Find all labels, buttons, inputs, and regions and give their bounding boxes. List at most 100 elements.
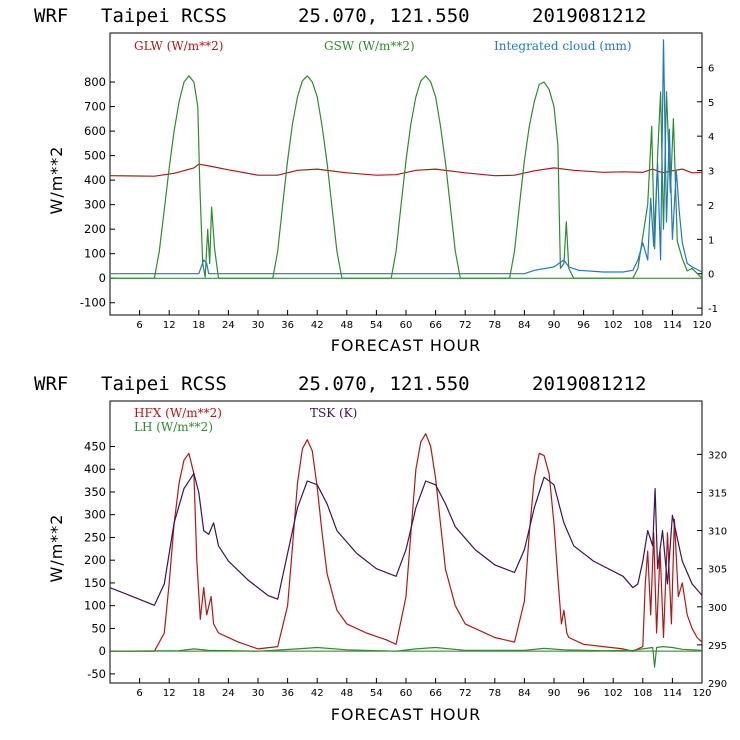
panel2-header-init: 2019081212 xyxy=(532,373,646,395)
x-tick-label: 90 xyxy=(548,688,561,699)
panel2-x-axis: 6 12 18 24 30 36 42 48 54 60 66 72 78 84 90 96 102 108 114… xyxy=(136,678,712,699)
y2-tick-label: 4 xyxy=(708,132,714,143)
y-tick-label: 0 xyxy=(99,644,106,658)
panel2-legend-hfx: HFX (W/m**2) xyxy=(134,406,222,420)
x-tick-label: 114 xyxy=(663,320,682,331)
y-tick-label: 800 xyxy=(84,75,106,89)
panel1-legend-cloud: Integrated cloud (mm) xyxy=(494,39,632,53)
x-tick-label: 12 xyxy=(163,688,176,699)
series-line-hfx xyxy=(110,433,703,652)
x-tick-label: 6 xyxy=(136,320,142,331)
x-tick-label: 60 xyxy=(400,688,413,699)
x-tick-label: 102 xyxy=(604,320,623,331)
panel1-y2-axis: -1 0 1 2 3 4 5 6 xyxy=(697,63,718,315)
panel1-y-axis-label: W/m**2 xyxy=(47,146,66,215)
x-tick-label: 48 xyxy=(340,688,353,699)
y-tick-label: 150 xyxy=(84,576,106,590)
panel1-header-model: WRF xyxy=(34,5,68,27)
panel1-x-axis-label: FORECAST HOUR xyxy=(331,336,482,355)
y2-tick-label: 310 xyxy=(708,527,727,538)
x-tick-label: 72 xyxy=(459,688,472,699)
y2-tick-label: 1 xyxy=(708,235,714,246)
x-tick-label: 120 xyxy=(692,320,711,331)
x-tick-label: 114 xyxy=(663,688,682,699)
x-tick-label: 72 xyxy=(459,320,472,331)
panel2-legend-lh: LH (W/m**2) xyxy=(134,420,213,434)
panel2-plot-frame xyxy=(109,400,703,684)
x-tick-label: 78 xyxy=(488,688,501,699)
y2-tick-label: 300 xyxy=(708,603,727,614)
x-tick-label: 60 xyxy=(400,320,413,331)
x-tick-label: 18 xyxy=(192,688,205,699)
panel2-y-axis-label: W/m**2 xyxy=(47,514,66,583)
x-tick-label: 24 xyxy=(222,688,235,699)
y2-tick-label: 315 xyxy=(708,488,727,499)
y-tick-label: 300 xyxy=(84,508,106,522)
x-tick-label: 42 xyxy=(311,688,324,699)
y2-tick-label: 305 xyxy=(708,565,727,576)
y-tick-label: 50 xyxy=(91,621,106,635)
x-tick-label: 96 xyxy=(577,688,590,699)
y-tick-label: 100 xyxy=(84,247,106,261)
x-tick-label: 18 xyxy=(192,320,205,331)
x-tick-label: 30 xyxy=(252,688,265,699)
y-tick-label: 0 xyxy=(99,271,106,285)
series-line-lh xyxy=(109,645,703,668)
y-tick-label: 200 xyxy=(84,553,106,567)
y2-tick-label: 2 xyxy=(708,201,714,212)
y-tick-label: -100 xyxy=(80,296,106,310)
y2-tick-label: 290 xyxy=(708,679,727,690)
series-line-gsw xyxy=(110,75,703,279)
x-tick-label: 90 xyxy=(548,320,561,331)
x-tick-label: 54 xyxy=(370,688,383,699)
series-line-tsk xyxy=(109,472,703,606)
x-tick-label: 108 xyxy=(633,688,652,699)
y-tick-label: 450 xyxy=(84,439,106,453)
panel2-x-axis-label: FORECAST HOUR xyxy=(331,705,482,724)
x-tick-label: 66 xyxy=(429,688,442,699)
x-tick-label: 78 xyxy=(488,320,501,331)
y2-tick-label: 6 xyxy=(708,63,714,74)
y-tick-label: 250 xyxy=(84,530,106,544)
panel1-series xyxy=(109,39,703,279)
y-tick-label: 400 xyxy=(84,173,106,187)
x-tick-label: 12 xyxy=(163,320,176,331)
panel2-y-axis: -50 0 50 100 150 200 250 300 350 400 450 xyxy=(84,439,115,681)
x-tick-label: 36 xyxy=(281,688,294,699)
x-tick-label: 84 xyxy=(518,688,531,699)
series-line-integrated xyxy=(110,39,703,275)
panel2-series xyxy=(109,433,703,668)
panel1-header-init: 2019081212 xyxy=(532,5,646,27)
y-tick-label: 350 xyxy=(84,485,106,499)
x-tick-label: 120 xyxy=(692,688,711,699)
x-tick-label: 108 xyxy=(633,320,652,331)
panel2-legend-tsk: TSK (K) xyxy=(310,406,357,420)
x-tick-label: 102 xyxy=(604,688,623,699)
x-tick-label: 54 xyxy=(370,320,383,331)
y2-tick-label: 295 xyxy=(708,641,727,652)
y2-tick-label: 320 xyxy=(708,450,727,461)
x-tick-label: 84 xyxy=(518,320,531,331)
y-tick-label: 600 xyxy=(84,124,106,138)
x-tick-label: 96 xyxy=(577,320,590,331)
y2-tick-label: 0 xyxy=(708,270,714,281)
y2-tick-label: 5 xyxy=(708,98,714,109)
y-tick-label: 300 xyxy=(84,198,106,212)
y2-tick-label: 3 xyxy=(708,167,714,178)
y-tick-label: 400 xyxy=(84,462,106,476)
x-tick-label: 24 xyxy=(222,320,235,331)
panel2-y2-axis: 290 295 300 305 310 315 320 xyxy=(697,450,727,690)
y-tick-label: 100 xyxy=(84,599,106,613)
panel2-header-station: Taipei RCSS xyxy=(101,373,227,395)
y-tick-label: 200 xyxy=(84,222,106,236)
x-tick-label: 42 xyxy=(311,320,324,331)
panel1-header-coords: 25.070, 121.550 xyxy=(298,5,470,27)
panel1-legend-glw: GLW (W/m**2) xyxy=(134,39,223,53)
x-tick-label: 6 xyxy=(136,688,142,699)
panel2-header-model: WRF xyxy=(34,373,68,395)
y-tick-label: -50 xyxy=(87,667,106,681)
panel1-legend-gsw: GSW (W/m**2) xyxy=(324,39,415,53)
x-tick-label: 30 xyxy=(252,320,265,331)
x-tick-label: 66 xyxy=(429,320,442,331)
